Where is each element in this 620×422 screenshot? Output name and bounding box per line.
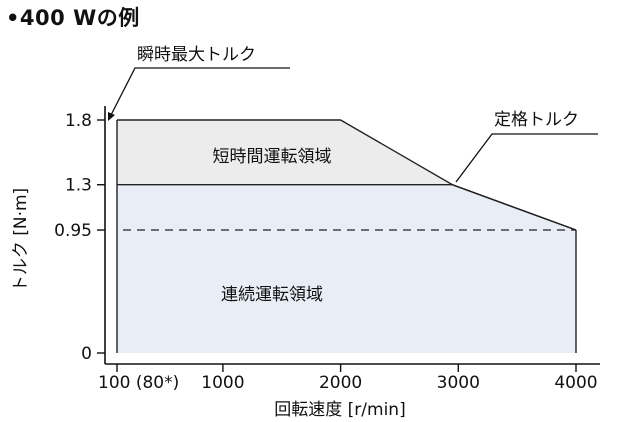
y-axis-label: トルク [N·m] (11, 188, 31, 292)
rated-torque-leader (455, 133, 598, 183)
x-tick-label: 1000 (201, 373, 244, 393)
y-tick-label: 0.95 (54, 221, 92, 241)
x-tick-label: 4000 (554, 373, 597, 393)
short-time-region (117, 120, 576, 231)
short-time-region-label: 短時間運転領域 (213, 147, 332, 167)
x-tick-label: 2000 (319, 373, 362, 393)
max-torque-arrowhead (108, 112, 115, 121)
rated-torque-annotation: 定格トルク (494, 110, 579, 130)
max-torque-annotation: 瞬時最大トルク (137, 45, 256, 65)
y-tick-label: 0 (81, 344, 92, 364)
continuous-region (117, 184, 576, 353)
max-torque-leader (109, 67, 290, 118)
chart-title: •400 Wの例 (6, 6, 140, 30)
y-tick-label: 1.8 (65, 111, 92, 131)
continuous-region-label: 連続運転領域 (221, 285, 323, 305)
x-tick-label: 100 (80*) (98, 373, 179, 393)
x-axis-label: 回転速度 [r/min] (274, 400, 405, 420)
rated-torque-line (117, 184, 577, 231)
y-tick-label: 1.3 (65, 176, 92, 196)
x-tick-label: 3000 (437, 373, 480, 393)
